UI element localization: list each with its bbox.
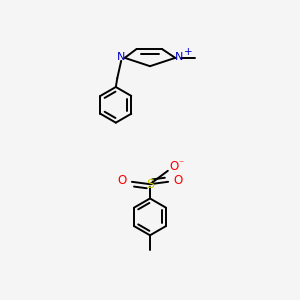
Text: S: S xyxy=(146,178,154,191)
Text: +: + xyxy=(184,47,193,57)
Text: N: N xyxy=(175,52,183,62)
Text: ⁻: ⁻ xyxy=(178,159,184,169)
Text: O: O xyxy=(117,174,126,188)
Text: O: O xyxy=(174,174,183,188)
Text: N: N xyxy=(117,52,125,62)
Text: O: O xyxy=(169,160,178,173)
